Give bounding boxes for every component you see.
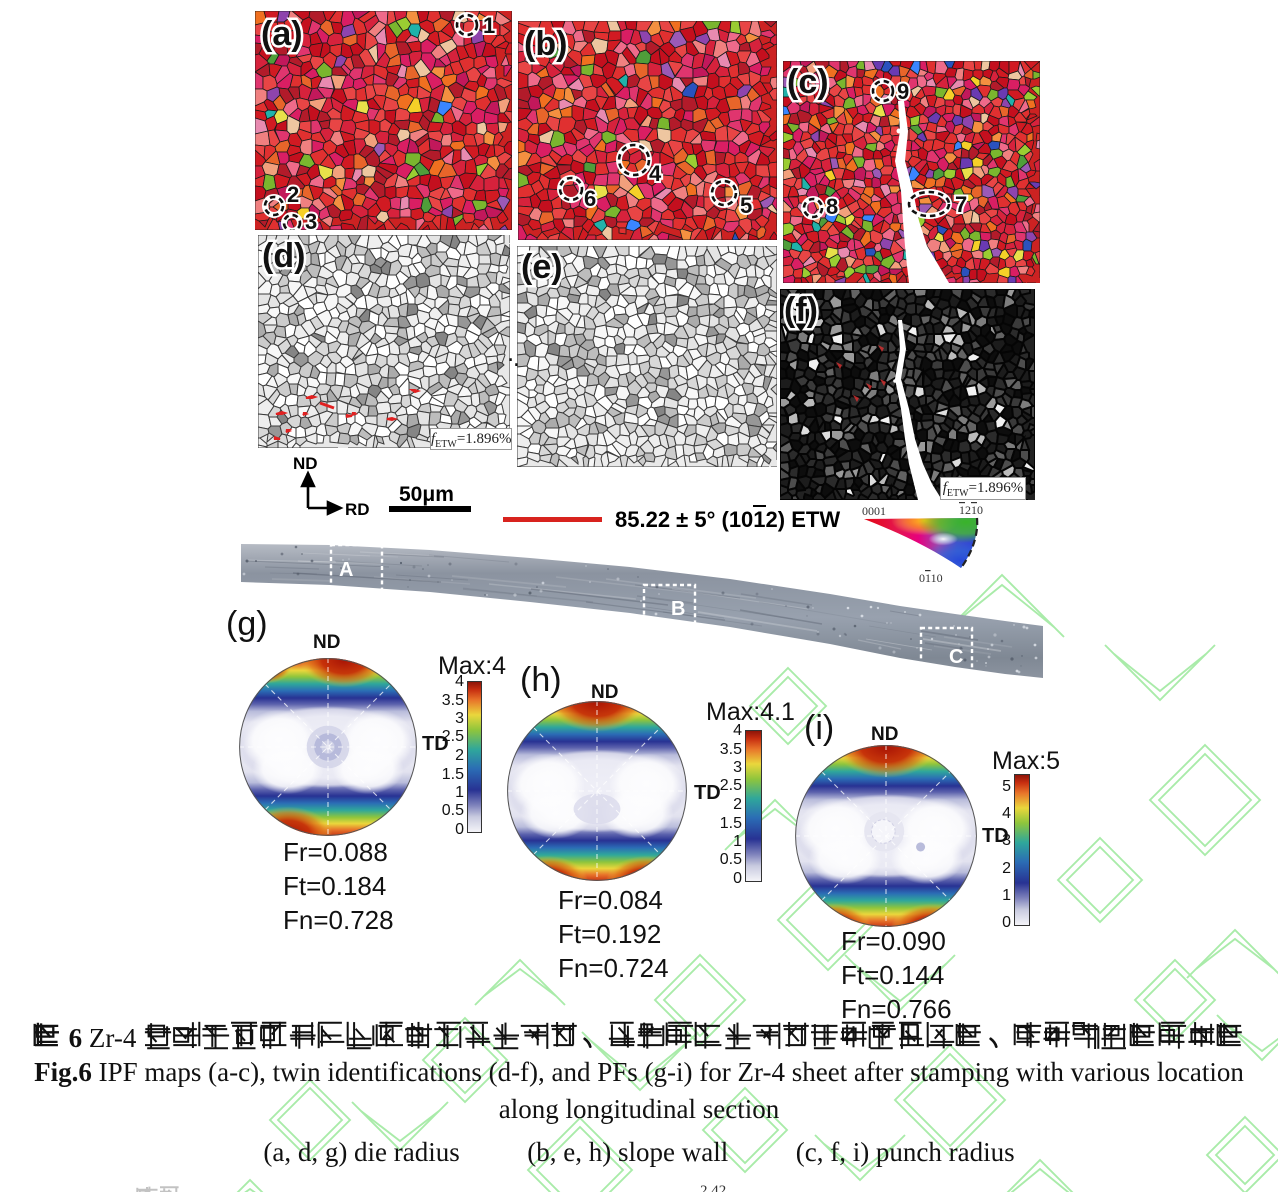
svg-text:3: 3 (305, 209, 317, 230)
svg-text:(f): (f) (784, 291, 818, 329)
svg-text:4: 4 (649, 161, 662, 186)
svg-text:7: 7 (955, 192, 967, 217)
svg-text:(b): (b) (524, 25, 567, 63)
svg-text:5: 5 (740, 193, 752, 218)
svg-text:RD: RD (345, 500, 370, 519)
svg-text:(d): (d) (262, 237, 305, 275)
svg-text:0001: 0001 (862, 504, 886, 518)
svg-text:9: 9 (897, 79, 909, 104)
svg-text:1: 1 (483, 13, 495, 38)
svg-text:0110: 0110 (919, 571, 943, 585)
svg-text:(a): (a) (261, 15, 303, 53)
svg-text:(c): (c) (787, 63, 829, 101)
svg-text:1210: 1210 (959, 503, 983, 517)
svg-text:2: 2 (287, 182, 299, 207)
svg-text:6: 6 (584, 186, 596, 211)
svg-text:8: 8 (826, 194, 838, 219)
svg-text:(e): (e) (521, 248, 563, 286)
svg-text:ND: ND (293, 455, 318, 473)
